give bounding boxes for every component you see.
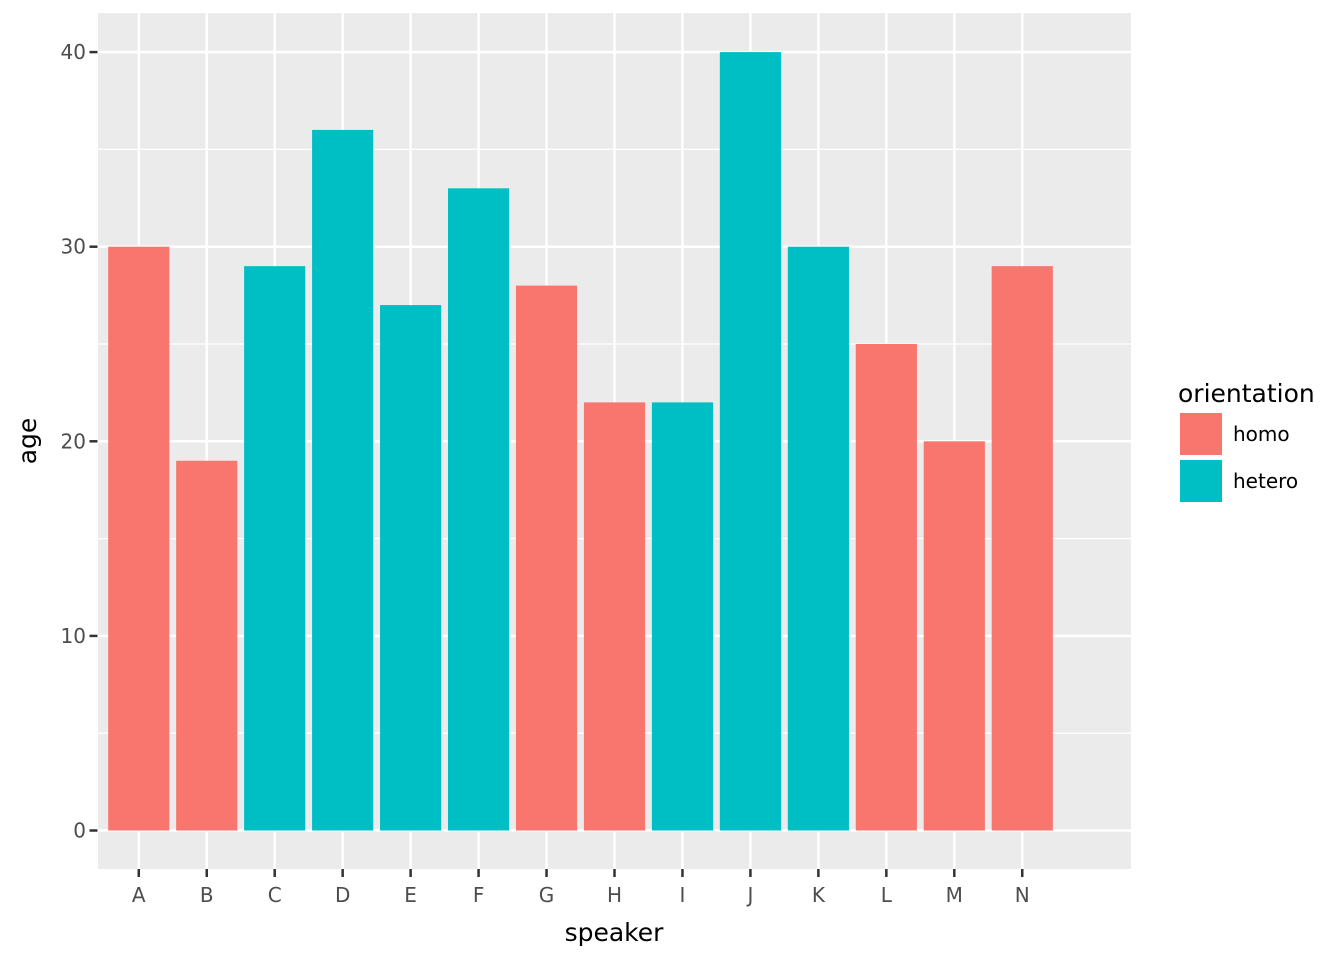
y-tick-label-0: 0 [73, 819, 86, 843]
x-tick-label-G: G [539, 883, 555, 907]
x-tick-label-C: C [268, 883, 282, 907]
axis-tick-marks [89, 50, 1024, 877]
y-tick-label-20: 20 [61, 429, 86, 453]
legend-title: orientation [1178, 379, 1315, 408]
bar-C [244, 266, 306, 831]
x-tick-label-J: J [745, 883, 753, 907]
legend-key-hetero [1180, 460, 1222, 502]
legend: orientation homo hetero [1178, 379, 1315, 502]
y-axis-title: age [13, 418, 42, 465]
bar-B [176, 460, 238, 831]
legend-key-homo [1180, 413, 1222, 455]
bar-J [719, 52, 782, 831]
bar-K [787, 246, 849, 831]
bar-F [447, 188, 510, 831]
bar-E [380, 305, 442, 831]
axis-tick-labels: 0 10 20 30 40 A B C D E F G H I J K L M N [61, 40, 1030, 907]
y-tick-label-40: 40 [61, 40, 86, 64]
x-tick-label-H: H [607, 883, 622, 907]
legend-label-hetero: hetero [1233, 469, 1298, 493]
bars-layer [108, 52, 1053, 831]
x-tick-label-I: I [680, 883, 686, 907]
x-tick-label-K: K [812, 883, 826, 907]
x-tick-label-L: L [881, 883, 893, 907]
bar-D [312, 129, 374, 831]
bar-H [583, 402, 646, 831]
y-tick-label-10: 10 [61, 624, 86, 648]
x-tick-label-E: E [404, 883, 417, 907]
bar-L [855, 344, 917, 831]
bar-M [923, 441, 985, 831]
x-tick-label-A: A [132, 883, 146, 907]
x-tick-label-B: B [200, 883, 214, 907]
bar-A [108, 246, 170, 831]
bar-N [991, 266, 1053, 831]
x-tick-label-M: M [946, 883, 963, 907]
x-tick-label-N: N [1015, 883, 1030, 907]
bar-G [515, 285, 578, 831]
x-tick-label-F: F [473, 883, 485, 907]
y-tick-label-30: 30 [61, 235, 86, 259]
legend-label-homo: homo [1233, 422, 1290, 446]
x-axis-title: speaker [565, 918, 665, 947]
bar-I [651, 402, 714, 831]
x-tick-label-D: D [335, 883, 350, 907]
